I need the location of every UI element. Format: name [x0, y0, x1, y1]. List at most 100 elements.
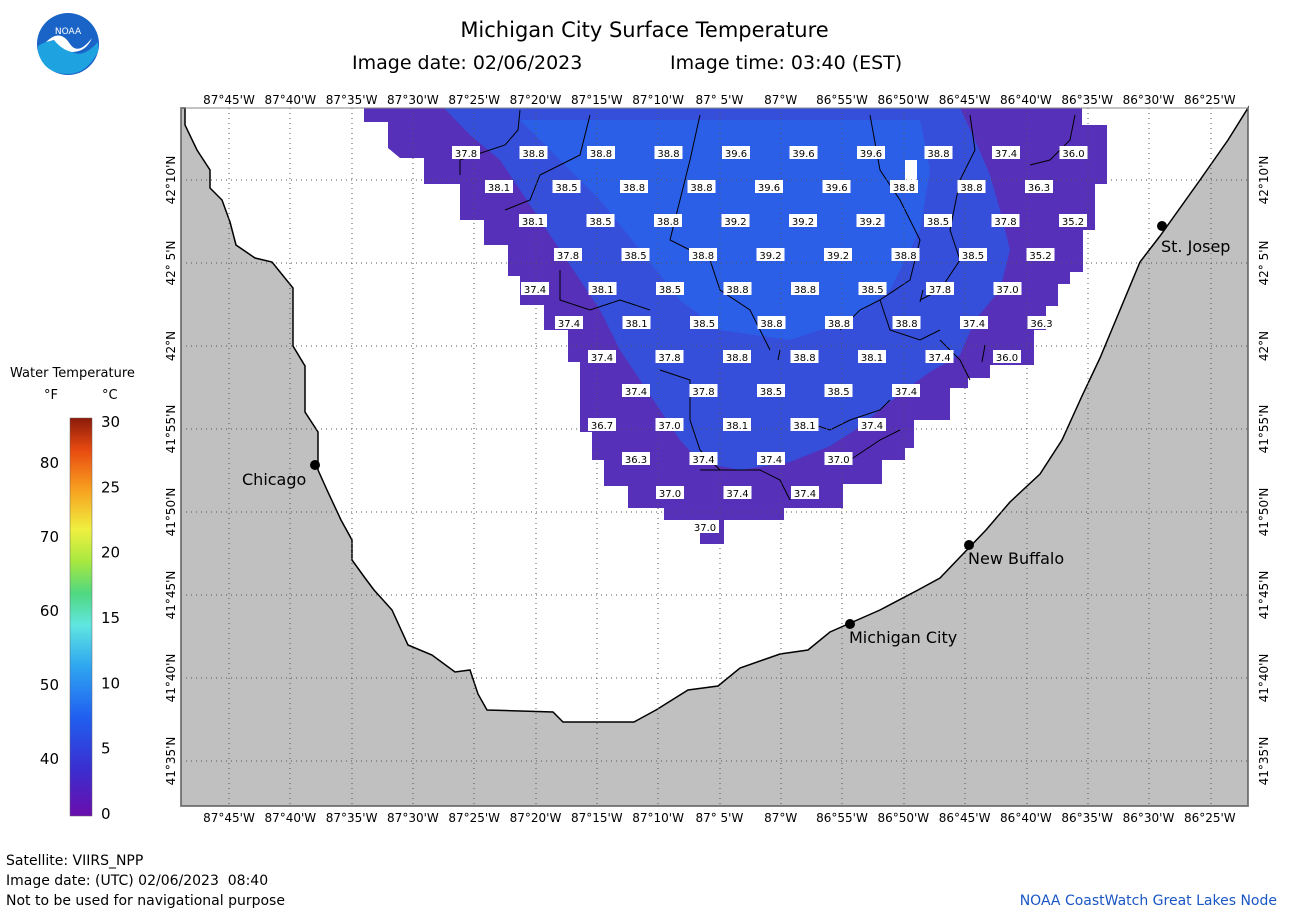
lon-label-bottom: 87°W	[764, 811, 797, 825]
temperature-label-text: 37.4	[625, 387, 647, 398]
lon-label-top: 86°40'W	[1000, 93, 1052, 107]
temperature-label-text: 37.8	[994, 217, 1016, 228]
legend-celsius-ticks: 30 25 20 15 10 5 0	[101, 413, 120, 823]
temperature-label-text: 39.6	[860, 149, 882, 160]
lon-label-top: 87°15'W	[571, 93, 623, 107]
temperature-label-text: 37.4	[558, 319, 580, 330]
temperature-label: 37.0	[993, 282, 1022, 296]
temperature-label: 38.1	[485, 180, 513, 194]
temperature-label-box	[757, 316, 786, 329]
temperature-label-text: 38.1	[591, 285, 613, 296]
temperature-label: 38.5	[924, 214, 952, 228]
temperature-label: 36.3	[622, 452, 650, 466]
lat-label-right: 42° 5'N	[1257, 241, 1271, 286]
temperature-label-box	[858, 350, 886, 363]
lat-label-left: 41°40'N	[164, 654, 178, 703]
temperature-label-text: 37.8	[658, 353, 680, 364]
temperature-label: 38.8	[654, 214, 682, 228]
temperature-label-box	[925, 350, 954, 363]
temperature-label-text: 39.2	[724, 217, 746, 228]
temperature-label-text: 39.2	[759, 251, 781, 262]
temperature-label: 37.8	[452, 146, 480, 160]
temperature-label: 38.8	[654, 146, 683, 160]
temperature-label: 36.3	[1027, 316, 1056, 330]
temperature-label-box	[687, 180, 716, 193]
city-label-chicago: Chicago	[242, 470, 306, 489]
temperature-label: 37.4	[622, 384, 650, 398]
temperature-label-box	[655, 418, 684, 431]
temperature-label-box	[858, 418, 886, 431]
temperature-label: 38.5	[552, 180, 581, 194]
temperature-label: 38.5	[824, 384, 853, 398]
temperature-label: 37.8	[926, 282, 954, 296]
temperature-label: 38.8	[689, 248, 717, 262]
temperature-label: 38.1	[588, 282, 617, 296]
lat-label-left: 41°45'N	[164, 571, 178, 620]
temperature-label: 38.8	[587, 146, 615, 160]
temperature-label: 38.5	[858, 282, 887, 296]
lat-label-left: 42°10'N	[164, 156, 178, 205]
legend-f-tick: 40	[40, 750, 59, 768]
city-markers	[310, 221, 1167, 629]
temperature-label: 38.5	[656, 282, 684, 296]
city-marker-new-buffalo	[964, 540, 974, 550]
data-gap	[905, 160, 917, 180]
temperature-label-text: 38.1	[861, 353, 883, 364]
temperature-label: 39.2	[789, 214, 817, 228]
lat-label-right: 41°50'N	[1257, 488, 1271, 537]
temperature-label-text: 37.4	[928, 353, 950, 364]
temperature-label: 37.8	[554, 248, 582, 262]
temperature-label-box	[622, 384, 650, 397]
temperature-label: 38.1	[519, 214, 547, 228]
temperature-label-box	[756, 248, 785, 261]
lat-label-left: 41°35'N	[164, 737, 178, 786]
temperature-label: 39.2	[721, 214, 750, 228]
temperature-label-box	[957, 180, 986, 193]
temperature-label-text: 38.1	[488, 183, 510, 194]
temperature-label-text: 38.8	[794, 285, 816, 296]
lon-label-top: 86°55'W	[816, 93, 868, 107]
temperature-label: 37.4	[791, 486, 819, 500]
temperature-label-box	[521, 282, 549, 295]
temperature-label: 38.8	[957, 180, 986, 194]
temperature-label-text: 37.4	[963, 319, 985, 330]
temperature-label-text: 35.2	[1029, 251, 1051, 262]
temperature-label: 37.0	[691, 520, 719, 534]
temperature-label-text: 37.4	[524, 285, 546, 296]
lon-label-bottom: 87°20'W	[510, 811, 562, 825]
temperature-label: 37.4	[960, 316, 988, 330]
temperature-label-box	[554, 248, 582, 261]
temperature-label: 38.8	[892, 316, 921, 330]
temperature-label: 37.4	[892, 384, 920, 398]
temperature-label-text: 38.1	[793, 421, 815, 432]
temperature-label-box	[588, 282, 617, 295]
temperature-label-box	[587, 146, 615, 159]
temperature-label-text: 37.4	[591, 353, 613, 364]
lon-label-bottom: 87°10'W	[632, 811, 684, 825]
temperature-label-box	[723, 418, 751, 431]
temperature-label-text: 39.6	[725, 149, 747, 160]
legend-c-tick: 5	[101, 740, 111, 758]
temperature-label-text: 38.8	[522, 149, 544, 160]
lat-label-right: 41°40'N	[1257, 654, 1271, 703]
temperature-label: 38.1	[858, 350, 886, 364]
temperature-label-box	[1026, 248, 1055, 261]
temperature-label-text: 37.0	[694, 523, 716, 534]
temperature-label-text: 38.5	[760, 387, 782, 398]
lon-label-top: 86°35'W	[1061, 93, 1113, 107]
lon-label-bottom: 87°40'W	[264, 811, 316, 825]
temperature-label-text: 38.5	[827, 387, 849, 398]
temperature-label-text: 38.1	[625, 319, 647, 330]
temperature-label-box	[723, 350, 751, 363]
logo-text: NOAA	[55, 27, 82, 37]
temperature-label-box	[993, 350, 1021, 363]
temperature-label-box	[656, 282, 684, 295]
temperature-label: 38.8	[723, 282, 752, 296]
city-marker-michigan-city	[845, 619, 855, 629]
temperature-label-text: 35.2	[1062, 217, 1084, 228]
temperature-label-box	[622, 452, 650, 465]
temperature-label-box	[822, 180, 851, 193]
lat-label-right: 41°45'N	[1257, 571, 1271, 620]
lon-label-top: 87° 5'W	[695, 93, 743, 107]
